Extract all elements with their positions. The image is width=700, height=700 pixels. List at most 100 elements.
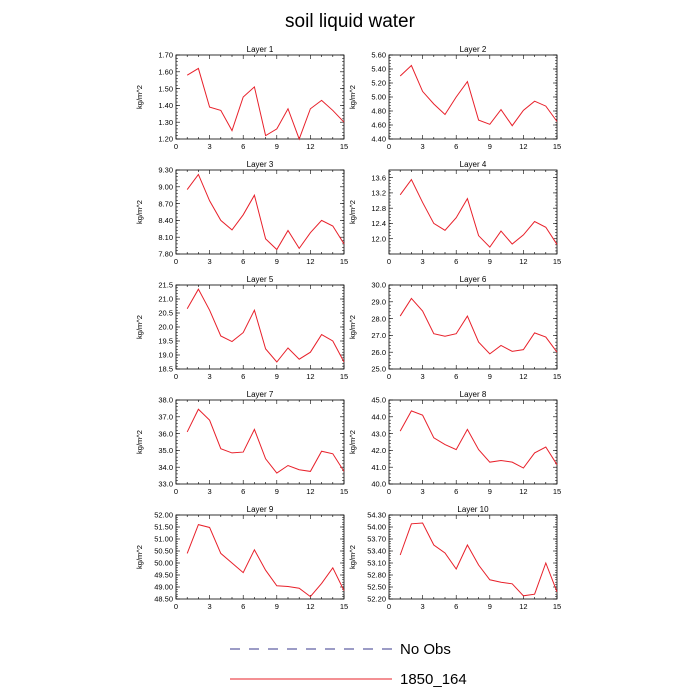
x-tick-label: 15 — [340, 602, 348, 611]
y-tick-label: 5.60 — [371, 51, 386, 60]
y-axis-label: kg/m^2 — [135, 85, 144, 109]
x-tick-label: 15 — [553, 142, 561, 151]
panel-title-layer-9: Layer 9 — [247, 505, 274, 514]
y-tick-label: 13.6 — [371, 173, 386, 182]
y-axis-label: kg/m^2 — [348, 200, 357, 224]
y-axis-label: kg/m^2 — [348, 85, 357, 109]
panel-title-layer-4: Layer 4 — [460, 160, 487, 169]
y-tick-label: 26.0 — [371, 348, 386, 357]
series-line-1850-164 — [186, 67, 345, 141]
y-tick-label: 4.40 — [371, 135, 386, 144]
series-line-1850-164 — [399, 522, 558, 597]
x-tick-label: 12 — [306, 257, 314, 266]
y-tick-label: 1.70 — [158, 51, 173, 60]
y-tick-label: 50.00 — [154, 559, 173, 568]
y-tick-label: 9.00 — [158, 183, 173, 192]
x-tick-label: 3 — [421, 372, 425, 381]
y-tick-label: 13.2 — [371, 189, 386, 198]
legend-label-no-obs: No Obs — [400, 641, 451, 658]
x-tick-label: 15 — [553, 257, 561, 266]
panel-title-layer-7: Layer 7 — [247, 390, 274, 399]
y-tick-label: 52.20 — [367, 595, 386, 604]
plot-frame — [175, 169, 345, 255]
x-tick-label: 12 — [519, 602, 527, 611]
x-tick-label: 15 — [553, 372, 561, 381]
x-tick-label: 15 — [340, 257, 348, 266]
y-tick-label: 9.30 — [158, 166, 173, 175]
panel-layer-5: Layer 5 kg/m^2 0 3 6 9 12 15 18.5 19.0 19.5 20.0 20.… — [135, 275, 348, 381]
panel-layer-4: Layer 4 kg/m^2 0 3 6 9 12 15 12.0 12.4 12.8 13.2 13.… — [348, 160, 561, 266]
x-tick-label: 6 — [454, 372, 458, 381]
x-tick-label: 0 — [174, 487, 178, 496]
x-tick-label: 15 — [553, 602, 561, 611]
x-tick-label: 3 — [208, 257, 212, 266]
y-tick-label: 50.50 — [154, 547, 173, 556]
x-tick-label: 6 — [241, 602, 245, 611]
y-tick-label: 12.0 — [371, 234, 386, 243]
y-tick-label: 28.0 — [371, 314, 386, 323]
y-tick-label: 40.0 — [371, 480, 386, 489]
y-tick-label: 21.5 — [158, 281, 173, 290]
panels-grid: Layer 1 kg/m^2 0 3 6 9 12 15 1.20 1.30 1.40 1.50 1.6… — [135, 45, 561, 611]
panel-title-layer-6: Layer 6 — [460, 275, 487, 284]
plot-frame — [175, 399, 345, 485]
x-tick-label: 9 — [275, 257, 279, 266]
y-tick-label: 45.0 — [371, 396, 386, 405]
y-tick-label: 35.0 — [158, 446, 173, 455]
panel-layer-1: Layer 1 kg/m^2 0 3 6 9 12 15 1.20 1.30 1.40 1.50 1.6… — [135, 45, 348, 151]
x-tick-label: 6 — [241, 372, 245, 381]
y-axis-label: kg/m^2 — [135, 200, 144, 224]
y-tick-label: 12.4 — [371, 219, 386, 228]
x-tick-label: 6 — [241, 142, 245, 151]
plot-frame — [388, 284, 558, 370]
x-tick-label: 3 — [208, 602, 212, 611]
y-tick-label: 53.10 — [367, 559, 386, 568]
y-tick-label: 29.0 — [371, 298, 386, 307]
x-tick-label: 3 — [421, 602, 425, 611]
y-tick-label: 8.40 — [158, 216, 173, 225]
y-tick-label: 8.70 — [158, 199, 173, 208]
panel-title-layer-10: Layer 10 — [457, 505, 489, 514]
plot-frame — [388, 54, 558, 140]
x-tick-label: 15 — [340, 142, 348, 151]
legend-label-1850-164: 1850_164 — [400, 671, 467, 688]
y-tick-label: 4.60 — [371, 121, 386, 130]
plot-frame — [175, 514, 345, 600]
y-tick-label: 21.0 — [158, 295, 173, 304]
x-tick-label: 6 — [454, 487, 458, 496]
x-tick-label: 3 — [208, 142, 212, 151]
y-tick-label: 12.8 — [371, 204, 386, 213]
x-tick-label: 9 — [275, 487, 279, 496]
y-tick-label: 52.00 — [154, 511, 173, 520]
y-tick-label: 38.0 — [158, 396, 173, 405]
x-tick-label: 3 — [421, 142, 425, 151]
panel-layer-7: Layer 7 kg/m^2 0 3 6 9 12 15 33.0 34.0 35.0 36.0 37.… — [135, 390, 348, 496]
x-tick-label: 12 — [306, 372, 314, 381]
y-tick-label: 52.80 — [367, 571, 386, 580]
x-tick-label: 6 — [241, 487, 245, 496]
series-line-1850-164 — [399, 297, 558, 355]
panel-layer-8: Layer 8 kg/m^2 0 3 6 9 12 15 40.0 41.0 42.0 43.0 44.… — [348, 390, 561, 496]
y-axis-label: kg/m^2 — [135, 430, 144, 454]
x-tick-label: 9 — [275, 142, 279, 151]
y-axis-label: kg/m^2 — [348, 315, 357, 339]
x-tick-label: 0 — [174, 372, 178, 381]
y-tick-label: 49.50 — [154, 571, 173, 580]
y-tick-label: 43.0 — [371, 429, 386, 438]
y-tick-label: 30.0 — [371, 281, 386, 290]
x-tick-label: 12 — [519, 372, 527, 381]
panel-title-layer-2: Layer 2 — [460, 45, 487, 54]
x-tick-label: 0 — [387, 142, 391, 151]
y-tick-label: 5.40 — [371, 65, 386, 74]
series-line-1850-164 — [186, 524, 345, 598]
x-tick-label: 12 — [306, 602, 314, 611]
y-tick-label: 25.0 — [371, 365, 386, 374]
y-tick-label: 1.40 — [158, 101, 173, 110]
plot-frame — [388, 169, 558, 255]
x-tick-label: 0 — [174, 602, 178, 611]
legend: No Obs 1850_164 — [230, 641, 467, 688]
x-tick-label: 3 — [421, 257, 425, 266]
x-tick-label: 6 — [241, 257, 245, 266]
y-tick-label: 20.0 — [158, 323, 173, 332]
